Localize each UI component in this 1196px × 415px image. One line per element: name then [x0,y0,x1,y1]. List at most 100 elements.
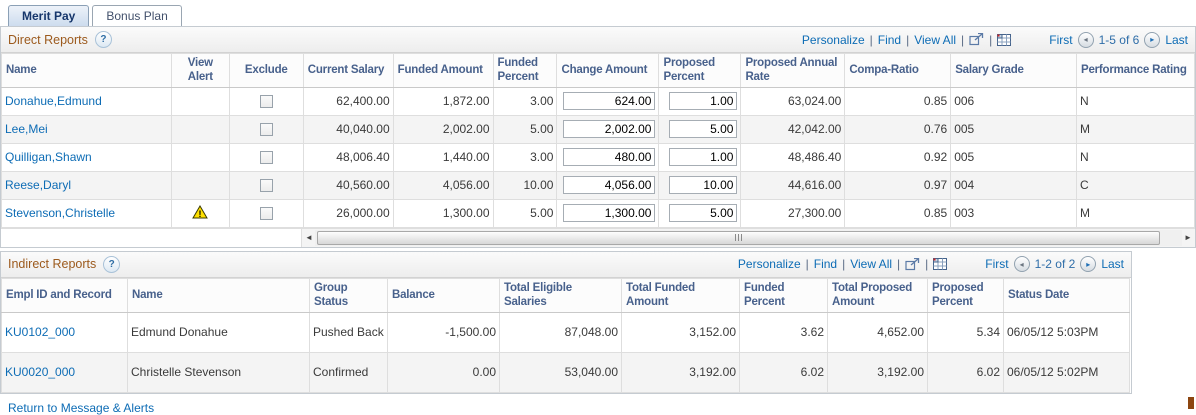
proposed-percent-input[interactable] [669,148,738,167]
total-proposed-amount-cell: 4,652.00 [827,311,928,353]
col-header-empl-id[interactable]: Empl ID and Record [1,277,128,313]
grid-scroll-row: ◄ ► [1,227,1195,247]
separator: | [925,257,929,272]
employee-name-link[interactable]: Reese,Daryl [5,178,72,193]
scroll-spacer [1,228,302,247]
col-header-total-proposed-amount[interactable]: Total Proposed Amount [827,277,928,313]
col-header-current-salary[interactable]: Current Salary [302,53,394,88]
scroll-right-button[interactable]: ► [1184,232,1192,242]
col-header-funded-percent[interactable]: Funded Percent [492,53,558,88]
salary-grade-cell: 003 [950,198,1077,228]
total-eligible-salaries-cell: 87,048.00 [499,311,622,353]
table-row: KU0020_000 Christelle Stevenson Confirme… [1,351,1130,393]
exclude-checkbox[interactable] [259,207,273,221]
horizontal-scrollbar[interactable]: ◄ ► [302,228,1195,247]
total-funded-amount-cell: 3,192.00 [621,351,740,393]
scrollbar-thumb[interactable] [317,230,1160,245]
status-date-cell: 06/05/12 5:02PM [1003,351,1130,393]
corner-marker [1188,397,1194,409]
help-icon[interactable]: ? [103,255,121,273]
proposed-percent-input[interactable] [669,92,738,111]
col-header-total-eligible-salaries[interactable]: Total Eligible Salaries [499,277,622,313]
indirect-reports-pager: First ◂ 1-2 of 2 ▸ Last [985,256,1124,273]
tab-merit-pay[interactable]: Merit Pay [8,5,90,26]
first-link[interactable]: First [1049,32,1073,47]
find-link[interactable]: Find [813,257,838,272]
funded-amount-cell: 2,002.00 [392,114,494,144]
find-link[interactable]: Find [877,32,902,47]
table-row: Quilligan,Shawn 48,006.40 1,440.00 3.00 … [1,142,1196,172]
col-header-name[interactable]: Name [127,277,310,313]
scrollbar-track[interactable] [315,229,1182,246]
col-header-compa-ratio[interactable]: Compa-Ratio [844,53,952,88]
col-header-proposed-percent[interactable]: Proposed Percent [658,53,742,88]
change-amount-input[interactable] [563,176,656,195]
exclude-checkbox[interactable] [259,151,273,165]
change-amount-input[interactable] [563,204,656,223]
return-link[interactable]: Return to Message & Alerts [8,400,155,415]
scroll-left-button[interactable]: ◄ [305,232,313,242]
prev-page-button[interactable]: ◂ [1013,256,1030,273]
compa-ratio-cell: 0.85 [844,198,952,228]
performance-rating-cell: M [1075,114,1196,144]
funded-percent-cell: 5.00 [492,198,558,228]
change-amount-input[interactable] [563,92,656,111]
col-header-performance-rating[interactable]: Performance Rating [1075,53,1196,88]
direct-header-row: Name View Alert Exclude Current Salary F… [1,53,1196,88]
next-page-button[interactable]: ▸ [1144,31,1161,48]
col-header-name[interactable]: Name [1,53,172,88]
empl-id-link[interactable]: KU0020_000 [5,365,76,379]
scrollbar-grip-icon [738,234,739,242]
col-header-total-funded-amount[interactable]: Total Funded Amount [621,277,740,313]
proposed-percent-cell: 6.02 [927,351,1004,393]
proposed-percent-input[interactable] [669,120,738,139]
prev-page-button[interactable]: ◂ [1077,31,1094,48]
col-header-exclude: Exclude [228,53,304,88]
last-link[interactable]: Last [1165,32,1188,47]
zoom-popup-icon[interactable] [905,257,920,271]
proposed-percent-input[interactable] [669,176,738,195]
exclude-checkbox[interactable] [259,179,273,193]
table-row: Donahue,Edmund 62,400.00 1,872.00 3.00 6… [1,86,1196,116]
page-range: 1-5 of 6 [1098,32,1140,47]
col-header-status-date[interactable]: Status Date [1003,277,1130,313]
personalize-link[interactable]: Personalize [737,257,801,272]
col-header-funded-amount[interactable]: Funded Amount [392,53,494,88]
exclude-checkbox[interactable] [259,123,273,137]
download-grid-icon[interactable] [997,33,1012,46]
col-header-balance[interactable]: Balance [387,277,500,313]
exclude-checkbox[interactable] [259,95,273,109]
employee-name-link[interactable]: Lee,Mei [5,122,48,137]
change-amount-input[interactable] [563,120,656,139]
performance-rating-cell: C [1075,170,1196,200]
col-header-proposed-percent[interactable]: Proposed Percent [927,277,1004,313]
personalize-link[interactable]: Personalize [801,32,865,47]
col-header-group-status[interactable]: Group Status [309,277,388,313]
separator: | [989,32,993,47]
view-all-link[interactable]: View All [850,257,893,272]
col-header-change-amount[interactable]: Change Amount [556,53,660,88]
last-link[interactable]: Last [1101,257,1124,272]
zoom-popup-icon[interactable] [969,33,984,46]
employee-name-link[interactable]: Donahue,Edmund [5,94,102,109]
total-eligible-salaries-cell: 53,040.00 [499,351,622,393]
salary-grade-cell: 005 [950,142,1077,172]
employee-name-link[interactable]: Quilligan,Shawn [5,150,92,165]
employee-name-link[interactable]: Stevenson,Christelle [5,206,116,221]
proposed-percent-input[interactable] [669,204,738,223]
change-amount-input[interactable] [563,148,656,167]
help-icon[interactable]: ? [94,31,112,48]
empl-id-link[interactable]: KU0102_000 [5,325,76,339]
next-page-button[interactable]: ▸ [1080,256,1097,273]
svg-text:!: ! [199,209,202,219]
col-header-proposed-annual-rate[interactable]: Proposed Annual Rate [740,53,846,88]
alert-icon[interactable]: ! [192,204,209,219]
download-grid-icon[interactable] [933,258,948,271]
first-link[interactable]: First [985,257,1009,272]
view-all-link[interactable]: View All [914,32,957,47]
tab-bonus-plan[interactable]: Bonus Plan [92,5,182,26]
col-header-funded-percent[interactable]: Funded Percent [739,277,828,313]
status-date-cell: 06/05/12 5:03PM [1003,311,1130,353]
col-header-salary-grade[interactable]: Salary Grade [950,53,1077,88]
view-alert-cell [170,170,230,200]
